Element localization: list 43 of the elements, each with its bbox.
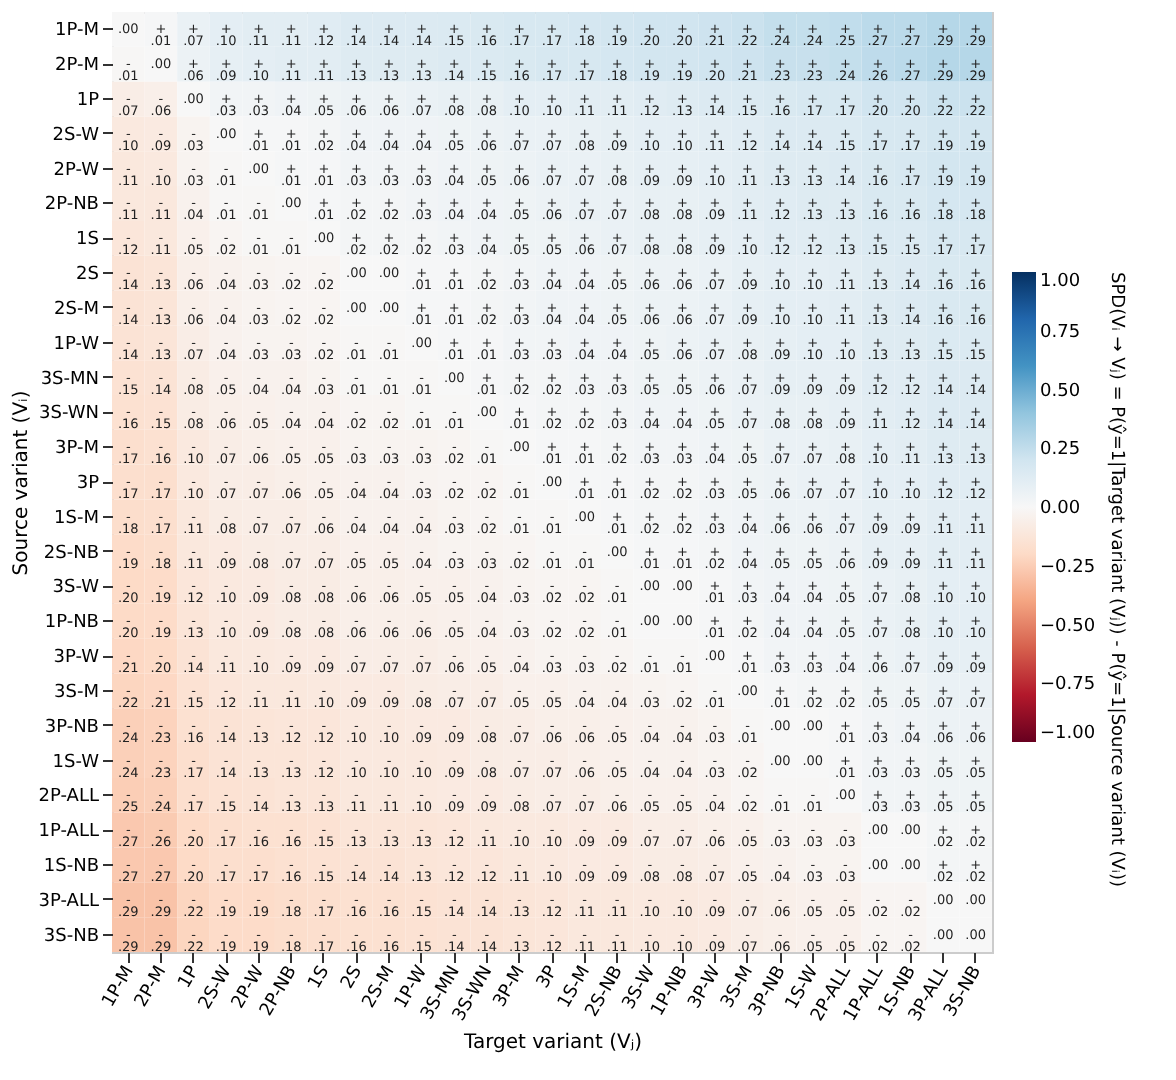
y-tick-label: 1S-M <box>54 508 99 529</box>
y-tick-label: 1S <box>76 230 100 251</box>
y-tick-label: 3P-ALL <box>38 891 99 912</box>
color-bar-label: 0.00 <box>1040 499 1081 519</box>
y-tick-label: 2S-NB <box>43 543 99 564</box>
color-bar-label: −1.00 <box>1040 724 1096 744</box>
y-tick-label: 3P-W <box>53 648 100 669</box>
y-tick-label: 3S-M <box>54 682 99 703</box>
y-tick-label: 2S-M <box>54 299 99 320</box>
color-bar-label: 0.25 <box>1040 440 1081 461</box>
y-tick-label: 2P-W <box>53 160 100 181</box>
x-tick-label: 1S <box>305 962 335 993</box>
color-bar-label: 0.75 <box>1040 322 1081 343</box>
color-bar-title: SPD(Vᵢ → Vⱼ) = P(ŷ=1|Target variant (Vⱼ)) - P(ŷ=1|Source variant (Vᵢ)) <box>1106 272 1128 888</box>
color-bar-label: −0.75 <box>1040 675 1096 696</box>
y-tick-label: 2P-M <box>55 56 99 77</box>
x-tick-label: 1P <box>175 962 205 993</box>
y-axis-title: Source variant (Vᵢ) <box>10 390 33 576</box>
y-tick-label: 3S-NB <box>43 926 99 947</box>
y-tick-label: 3S-WN <box>39 404 99 425</box>
color-bar-label: −0.25 <box>1040 557 1096 578</box>
color-bar-label: 0.50 <box>1040 381 1081 402</box>
y-tick-label: 3S-MN <box>40 369 99 390</box>
y-tick-label: 2S <box>76 265 100 286</box>
color-bar-label: 1.00 <box>1040 272 1081 292</box>
y-tick-label: 1P-NB <box>44 613 99 634</box>
y-tick-label: 2P-NB <box>44 195 99 216</box>
y-tick-label: 1P-W <box>53 334 100 355</box>
x-tick-label: 2S <box>338 962 368 993</box>
y-tick-label: 1P-ALL <box>38 822 99 843</box>
y-tick-label: 3S-W <box>52 578 100 599</box>
y-tick-label: 2P-ALL <box>38 787 99 808</box>
x-axis-title: Target variant (Vⱼ) <box>461 1032 643 1055</box>
y-tick-label: 1S-W <box>52 752 100 773</box>
color-bar-label: −0.50 <box>1040 616 1096 637</box>
y-tick-label: 3P-M <box>55 439 99 460</box>
y-tick-label: 2S-W <box>52 125 100 146</box>
y-tick-label: 1S-NB <box>43 856 99 877</box>
x-tick-label: 3P <box>533 962 563 993</box>
y-tick-label: 3P <box>76 474 101 494</box>
y-tick-label: 3P-NB <box>44 717 99 738</box>
y-tick-label: 1P <box>76 91 101 112</box>
y-tick-label: 1P-M <box>55 21 99 42</box>
